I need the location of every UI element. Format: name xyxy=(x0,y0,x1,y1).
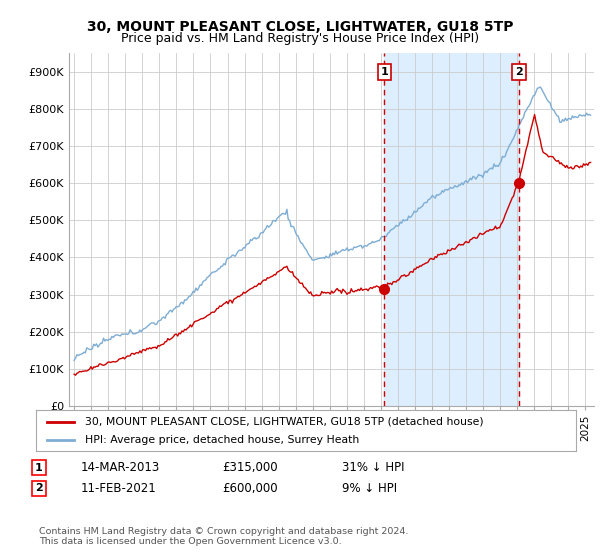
Text: 2: 2 xyxy=(515,67,523,77)
Text: £315,000: £315,000 xyxy=(222,461,278,474)
Text: 9% ↓ HPI: 9% ↓ HPI xyxy=(342,482,397,495)
Text: Price paid vs. HM Land Registry's House Price Index (HPI): Price paid vs. HM Land Registry's House … xyxy=(121,32,479,45)
Text: 1: 1 xyxy=(35,463,43,473)
Text: HPI: Average price, detached house, Surrey Heath: HPI: Average price, detached house, Surr… xyxy=(85,435,359,445)
Text: 31% ↓ HPI: 31% ↓ HPI xyxy=(342,461,404,474)
Text: 30, MOUNT PLEASANT CLOSE, LIGHTWATER, GU18 5TP (detached house): 30, MOUNT PLEASANT CLOSE, LIGHTWATER, GU… xyxy=(85,417,483,427)
Text: 14-MAR-2013: 14-MAR-2013 xyxy=(81,461,160,474)
Text: 30, MOUNT PLEASANT CLOSE, LIGHTWATER, GU18 5TP: 30, MOUNT PLEASANT CLOSE, LIGHTWATER, GU… xyxy=(87,20,513,34)
Text: 1: 1 xyxy=(380,67,388,77)
Text: 2: 2 xyxy=(35,483,43,493)
Text: £600,000: £600,000 xyxy=(222,482,278,495)
Bar xyxy=(385,53,519,406)
Text: Contains HM Land Registry data © Crown copyright and database right 2024.
This d: Contains HM Land Registry data © Crown c… xyxy=(39,526,409,546)
Text: 11-FEB-2021: 11-FEB-2021 xyxy=(81,482,157,495)
